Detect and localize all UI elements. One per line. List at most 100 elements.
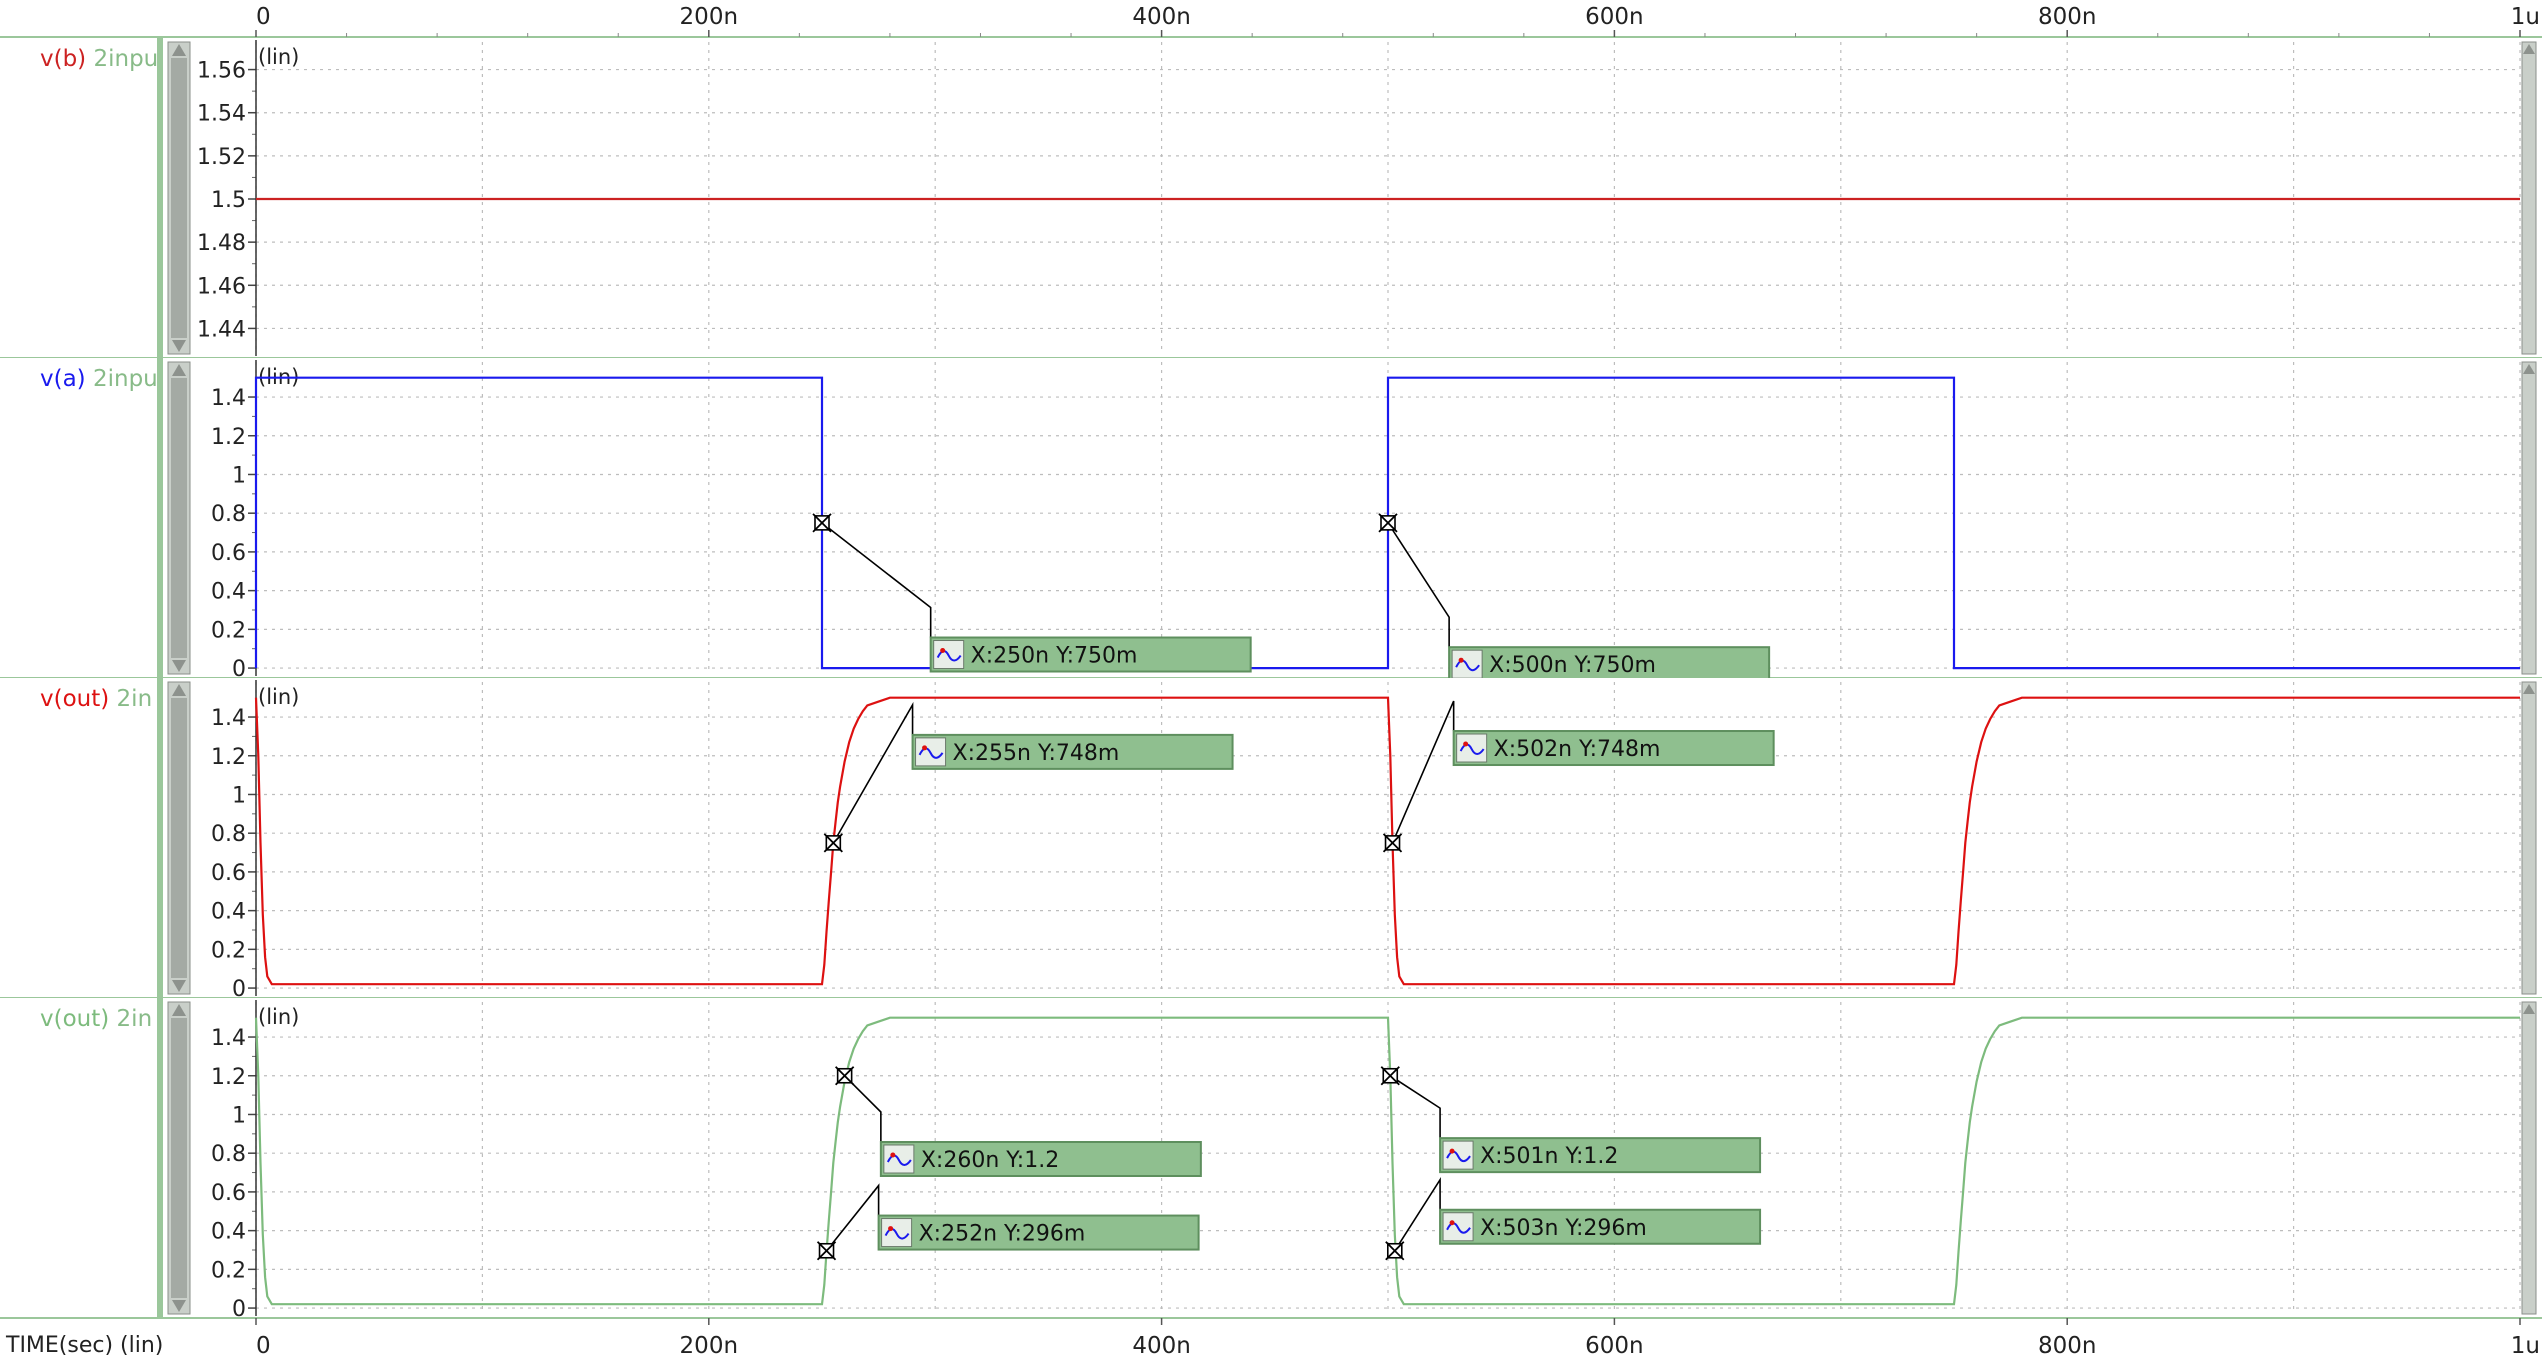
top-tick-label: 200n (680, 4, 738, 30)
signal-label: v(out) (40, 686, 117, 712)
scroll-up-arrow-icon[interactable] (172, 684, 186, 696)
wave-icon-dot (922, 745, 928, 751)
panel-background (0, 678, 2542, 998)
measurement-marker[interactable]: X:501n Y:1.2 (1380, 1066, 1762, 1174)
waveform-trace (254, 696, 2520, 986)
marker-cross-b (1382, 833, 1403, 853)
marker-label-text: X:260n Y:1.2 (921, 1148, 1059, 1173)
marker-leader-line (1389, 1075, 1441, 1139)
marker-label-box[interactable] (911, 733, 1234, 770)
signal-name-label[interactable]: v(b) 2inpu (40, 46, 158, 72)
source-label: 2in (117, 1006, 153, 1032)
marker-label-box[interactable] (879, 1141, 1202, 1177)
y-tick-label: 1.56 (197, 59, 246, 84)
y-tick-label: 1.5 (211, 188, 246, 213)
scroll-down-arrow-icon[interactable] (172, 980, 186, 992)
waveform-panel: v(out) 2in 0 0.2 0.4 0.6 0.8 1 1.2 1.4 (lin) X:255… (0, 678, 2542, 1002)
bottom-tick-label: 1u (2511, 1333, 2540, 1359)
right-scroll-strip[interactable] (2521, 681, 2537, 995)
y-tick-label: 1 (232, 1103, 246, 1128)
scroll-up-arrow-icon[interactable] (172, 44, 186, 56)
measurement-marker[interactable]: X:500n Y:750m (1378, 513, 1771, 683)
panel-scrollbar[interactable] (167, 681, 191, 995)
marker-label-box[interactable] (877, 1214, 1200, 1251)
measurement-marker[interactable]: X:252n Y:296m (816, 1183, 1200, 1261)
y-tick-label: 0.6 (211, 1181, 246, 1206)
right-scroll-up-icon[interactable] (2523, 684, 2535, 694)
marker-label-text: X:500n Y:750m (1489, 653, 1656, 678)
marker-label-text: X:250n Y:750m (971, 644, 1138, 669)
right-scroll-strip[interactable] (2521, 41, 2537, 355)
scroll-up-arrow-icon[interactable] (172, 364, 186, 376)
y-tick-label: 1 (232, 463, 246, 488)
scroll-down-arrow-icon[interactable] (172, 1300, 186, 1312)
signal-label: v(out) (40, 1006, 117, 1032)
marker-label-box[interactable] (1452, 730, 1775, 767)
right-scroll-up-icon[interactable] (2523, 364, 2535, 374)
wave-icon-curve (886, 1154, 912, 1166)
y-tick-label: 0 (232, 657, 246, 682)
panel-scrollbar[interactable] (167, 1001, 191, 1315)
y-tick-label: 0.4 (211, 1220, 246, 1245)
marker-cross-b (812, 513, 832, 533)
right-scroll-strip[interactable] (2521, 361, 2537, 675)
bottom-tick-label: 600n (1585, 1333, 1643, 1359)
right-scroll-up-icon[interactable] (2523, 44, 2535, 54)
y-tick-label: 0.2 (211, 618, 246, 643)
marker-label-text: X:255n Y:748m (953, 741, 1120, 766)
y-tick-label: 0.8 (211, 502, 246, 527)
measurement-marker[interactable]: X:503n Y:296m (1385, 1177, 1762, 1261)
scroll-up-arrow-icon[interactable] (172, 1004, 186, 1016)
scroll-down-arrow-icon[interactable] (172, 660, 186, 672)
scrollbar-thumb[interactable] (171, 378, 187, 658)
scrollbar-thumb[interactable] (171, 58, 187, 338)
wave-icon-curve (1455, 659, 1480, 672)
wave-icon-curve (884, 1228, 910, 1240)
right-scroll-strip[interactable] (2521, 1001, 2537, 1315)
y-tick-label: 1.2 (211, 425, 246, 450)
marker-leader-line (1387, 522, 1450, 648)
marker-label-box[interactable] (1448, 646, 1771, 683)
bottom-time-axis: TIME(sec) (lin) 0 200n 400n 600n 800n 1u (0, 1317, 2542, 1359)
y-tick-label: 1.4 (211, 706, 246, 731)
marker-label-box[interactable] (1439, 1208, 1762, 1245)
waveform-trace (254, 1016, 2520, 1306)
scrollbar-thumb[interactable] (171, 698, 187, 978)
marker-label-box[interactable] (1439, 1137, 1762, 1174)
bottom-tick-label: 200n (680, 1333, 738, 1359)
y-tick-label: 1.4 (211, 386, 246, 411)
wave-icon-curve (1446, 1222, 1471, 1234)
y-tick-label: 1.44 (197, 317, 246, 342)
y-tick-label: 1 (232, 783, 246, 808)
signal-name-label[interactable]: v(out) 2in (40, 1006, 152, 1032)
scroll-down-arrow-icon[interactable] (172, 340, 186, 352)
wave-icon-dot (1449, 1148, 1455, 1154)
source-label: 2inpu (93, 366, 158, 392)
y-tick-label: 0.8 (211, 822, 246, 847)
marker-leader-line (1394, 1177, 1441, 1252)
signal-name-label[interactable]: v(out) 2in (40, 686, 152, 712)
panel-scrollbar[interactable] (167, 41, 191, 355)
panel-scrollbar[interactable] (167, 361, 191, 675)
marker-cross-b (823, 833, 843, 853)
marker-label-text: X:501n Y:1.2 (1480, 1144, 1618, 1169)
measurement-marker[interactable]: X:502n Y:748m (1382, 700, 1775, 853)
measurement-marker[interactable]: X:260n Y:1.2 (835, 1066, 1202, 1177)
measurement-marker[interactable]: X:255n Y:748m (823, 701, 1234, 853)
marker-label-box[interactable] (929, 636, 1252, 673)
marker-leader-line (821, 522, 932, 638)
scale-label: (lin) (258, 45, 299, 69)
right-scroll-up-icon[interactable] (2523, 1004, 2535, 1014)
scrollbar-thumb[interactable] (171, 1018, 187, 1298)
source-label: 2in (117, 686, 153, 712)
measurement-marker[interactable]: X:250n Y:750m (812, 513, 1252, 673)
marker-label-text: X:502n Y:748m (1494, 737, 1661, 762)
y-tick-label: 1.2 (211, 745, 246, 770)
signal-name-label[interactable]: v(a) 2inpu (40, 366, 158, 392)
marker-cross-b (835, 1066, 855, 1086)
y-tick-label: 0.4 (211, 580, 246, 605)
marker-label-text: X:252n Y:296m (919, 1222, 1086, 1247)
waveform-panels: v(b) 2inpu 1.44 1.46 1.48 1.5 1.52 1.54 1.56 (li… (0, 38, 2542, 1322)
y-tick-label: 0.6 (211, 541, 246, 566)
